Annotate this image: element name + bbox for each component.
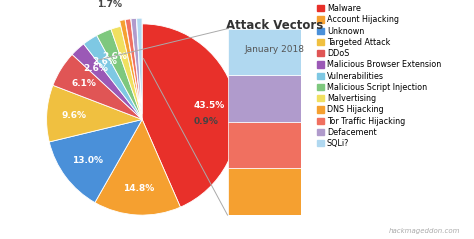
Wedge shape [111, 26, 142, 120]
Text: Attack Vectors: Attack Vectors [226, 19, 324, 32]
Wedge shape [95, 120, 181, 215]
Bar [228, 29, 301, 75]
Wedge shape [97, 29, 142, 120]
Text: hackmageddon.com: hackmageddon.com [388, 228, 460, 234]
Wedge shape [131, 18, 142, 114]
Bar [228, 168, 301, 215]
Text: 14.8%: 14.8% [123, 184, 154, 193]
Text: January 2018: January 2018 [245, 45, 305, 54]
Wedge shape [46, 85, 142, 142]
Text: 2.6%: 2.6% [83, 64, 108, 73]
Wedge shape [53, 54, 142, 120]
Wedge shape [83, 35, 142, 120]
Text: 9.6%: 9.6% [61, 111, 86, 120]
Text: 6.1%: 6.1% [72, 79, 96, 88]
Wedge shape [125, 19, 141, 114]
Bar [228, 122, 301, 168]
Text: 0.9%: 0.9% [193, 117, 218, 126]
Text: 1.7%: 1.7% [97, 0, 122, 9]
Text: 2.6%: 2.6% [102, 52, 127, 61]
Text: 2.6%: 2.6% [92, 57, 117, 66]
Bar [228, 75, 301, 122]
Text: 13.0%: 13.0% [72, 156, 103, 165]
Wedge shape [142, 24, 238, 207]
Text: 43.5%: 43.5% [194, 101, 225, 110]
Wedge shape [137, 18, 142, 114]
Wedge shape [72, 44, 142, 120]
Wedge shape [49, 120, 142, 203]
Legend: Malware, Account Hijacking, Unknown, Targeted Attack, DDoS, Malicious Browser Ex: Malware, Account Hijacking, Unknown, Tar… [317, 4, 441, 148]
Wedge shape [119, 20, 141, 114]
